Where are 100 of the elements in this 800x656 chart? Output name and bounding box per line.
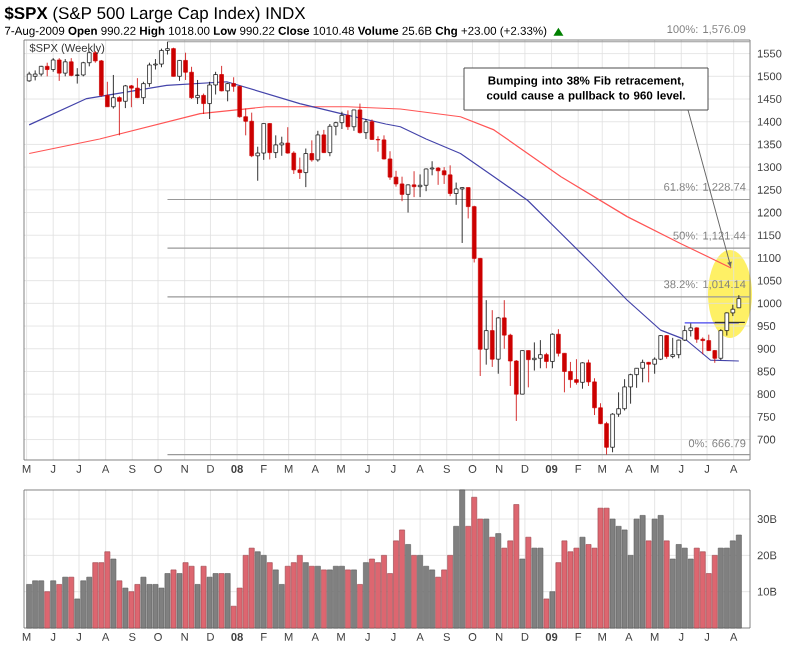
chart-title: $SPX (S&P 500 Large Cap Index) INDX [4,6,306,23]
candlestick [520,350,525,395]
bar [182,562,189,629]
candlestick [291,150,297,175]
bar [645,540,652,629]
candlestick [363,118,369,140]
candlestick [447,164,453,197]
bar [699,551,706,629]
candlestick [159,48,164,68]
bar [537,547,544,629]
bar [693,547,700,629]
bar [122,587,129,629]
bar [603,507,610,629]
candlestick [171,47,176,77]
bar [543,598,550,629]
bar [248,547,255,629]
bar [513,504,520,629]
candlestick [303,148,309,188]
bar [549,591,556,629]
bar [104,551,111,629]
candlestick [117,95,122,136]
bar [351,569,357,629]
bar [56,584,63,629]
candlestick [327,123,333,157]
bar [134,584,141,629]
bar [609,518,616,629]
bar [381,555,387,629]
bar [38,580,45,629]
candlestick [622,378,627,411]
candlestick [219,65,224,92]
candlestick [580,361,585,390]
candlestick [75,67,80,84]
candlestick [640,359,645,383]
bar [501,547,508,629]
candlestick [664,334,669,360]
bar [663,540,670,629]
bar [657,515,664,629]
bar [266,562,273,629]
candlestick [273,134,278,159]
candlestick [670,337,675,359]
candlestick [484,299,489,366]
candlestick [459,186,465,244]
candlestick [56,57,62,82]
candlestick [399,176,405,202]
candlestick [351,109,357,132]
bar [375,562,381,629]
candlestick [526,350,531,388]
bar [302,562,309,629]
candlestick [490,309,495,368]
bar [260,555,267,629]
bar [272,569,279,629]
bar [50,580,57,629]
bar [417,555,423,629]
bar [363,562,369,629]
candlestick [405,183,411,213]
bar [483,518,490,629]
bar [212,573,219,629]
bar [519,558,526,629]
bar [429,569,435,629]
candlestick [550,332,555,369]
candlestick [357,103,363,134]
candlestick [568,361,573,389]
bar [86,576,93,629]
bar [128,591,135,629]
bar [110,558,117,629]
candlestick [345,109,351,131]
bar [188,565,195,629]
bar [176,573,183,629]
candlestick [628,373,633,405]
bar [116,580,123,629]
bar [525,536,532,629]
bar [80,580,87,629]
candlestick [249,112,254,158]
bar [164,573,171,629]
candlestick [411,170,417,198]
candlestick [532,342,537,371]
candlestick [634,367,639,389]
bar [651,518,658,629]
bar [68,576,75,629]
bar [254,551,261,629]
candlestick [279,136,284,157]
candlestick [297,157,303,180]
candlestick [538,339,543,369]
candlestick [688,322,693,337]
bar [531,547,538,629]
candlestick [423,168,429,192]
candlestick [496,316,501,375]
bar [561,540,568,629]
bar [621,529,628,629]
bar [290,562,297,629]
bar [639,515,646,629]
bar [327,569,333,629]
bar [411,555,417,629]
bar [314,565,321,629]
bar [170,569,177,629]
candlestick [435,166,441,186]
bar [140,576,147,629]
bar [194,584,201,629]
candlestick [111,74,116,109]
bar [242,555,249,629]
